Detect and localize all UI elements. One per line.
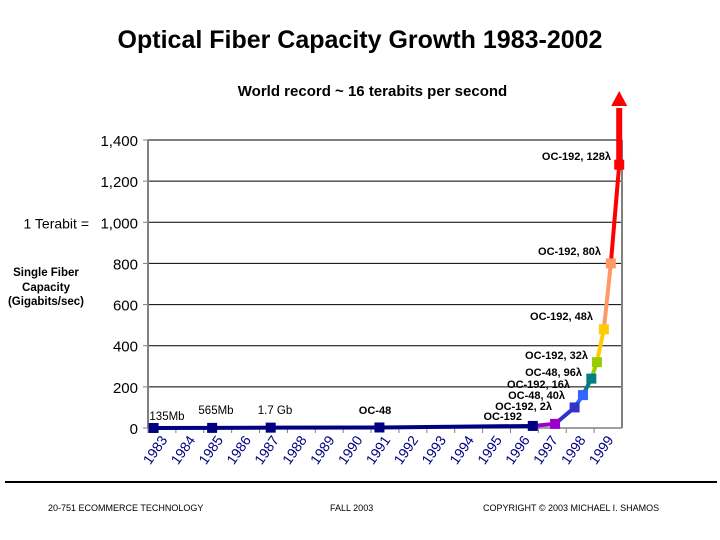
data-label: OC-192, 32λ [525, 350, 588, 362]
data-label: 565Mb [198, 405, 233, 417]
footer-copyright: COPYRIGHT © 2003 MICHAEL I. SHAMOS [483, 503, 660, 513]
data-point [586, 373, 597, 384]
x-tick-label: 1992 [390, 432, 421, 467]
data-point [550, 418, 561, 429]
data-label: 1.7 Gb [258, 405, 293, 417]
x-tick-label: 1988 [279, 432, 310, 467]
data-label: OC-192, 80λ [538, 246, 601, 258]
y-tick-label: 400 [113, 339, 138, 356]
series-segment [594, 328, 606, 363]
data-point [527, 420, 538, 431]
y-tick-label: 200 [113, 380, 138, 397]
data-point [577, 390, 588, 401]
y-axis-label: Single Fiber Capacity (Gigabits/sec) [7, 267, 85, 308]
data-label: 135Mb [149, 411, 184, 423]
data-label: OC-192, 16λ [507, 379, 570, 391]
x-tick-label: 1990 [335, 432, 366, 467]
x-tick-label: 1998 [558, 432, 589, 467]
data-label: OC-48, 96λ [525, 367, 582, 379]
y-tick-label: 1,400 [100, 133, 138, 150]
x-tick-label: 1989 [307, 432, 338, 467]
data-point [265, 422, 276, 433]
x-tick-label: 1997 [530, 432, 561, 467]
footer-term: FALL 2003 [330, 503, 374, 513]
footer-course: 20-751 ECOMMERCE TECHNOLOGY [48, 503, 204, 513]
x-tick-label: 1983 [139, 432, 170, 467]
data-point [207, 422, 218, 433]
series-segment [379, 423, 533, 430]
y-tick-label: 0 [130, 421, 138, 438]
data-point [569, 402, 580, 413]
data-label: OC-48, 40λ [508, 390, 565, 402]
x-tick-label: 1985 [195, 432, 226, 467]
y-tick-label: 1,000 [100, 215, 138, 232]
x-tick-label: 1995 [474, 432, 505, 467]
data-label: OC-48 [359, 405, 391, 417]
x-tick-label: 1991 [362, 432, 393, 467]
chart-subtitle: World record ~ 16 terabits per second [237, 83, 508, 100]
x-tick-label: 1987 [251, 432, 282, 467]
data-label: OC-192 [483, 411, 522, 423]
x-tick-label: 1994 [446, 432, 477, 467]
chart-title: Optical Fiber Capacity Growth 1983-2002 [117, 26, 603, 54]
data-point [614, 159, 625, 170]
footer-divider [5, 481, 717, 483]
y-tick-label: 1,200 [100, 174, 138, 191]
x-tick-label: 1999 [586, 432, 617, 467]
data-label: OC-192, 2λ [495, 401, 552, 413]
data-point [374, 422, 385, 433]
x-tick-label: 1993 [418, 432, 449, 467]
data-point [148, 422, 159, 433]
y-tick-label: 600 [113, 298, 138, 315]
data-point [591, 357, 602, 368]
record-arrow-head [611, 91, 628, 106]
data-label: OC-192, 48λ [530, 311, 593, 323]
y-annotation: 1 Terabit = [23, 215, 89, 231]
series-segment [608, 164, 622, 264]
x-tick-label: 1986 [223, 432, 254, 467]
y-tick-label: 800 [113, 256, 138, 273]
data-point [598, 324, 609, 335]
series-segment [601, 263, 613, 330]
data-point [605, 258, 616, 269]
data-label: OC-192, 128λ [542, 151, 611, 163]
x-tick-label: 1996 [502, 432, 533, 467]
x-tick-label: 1984 [167, 432, 198, 467]
